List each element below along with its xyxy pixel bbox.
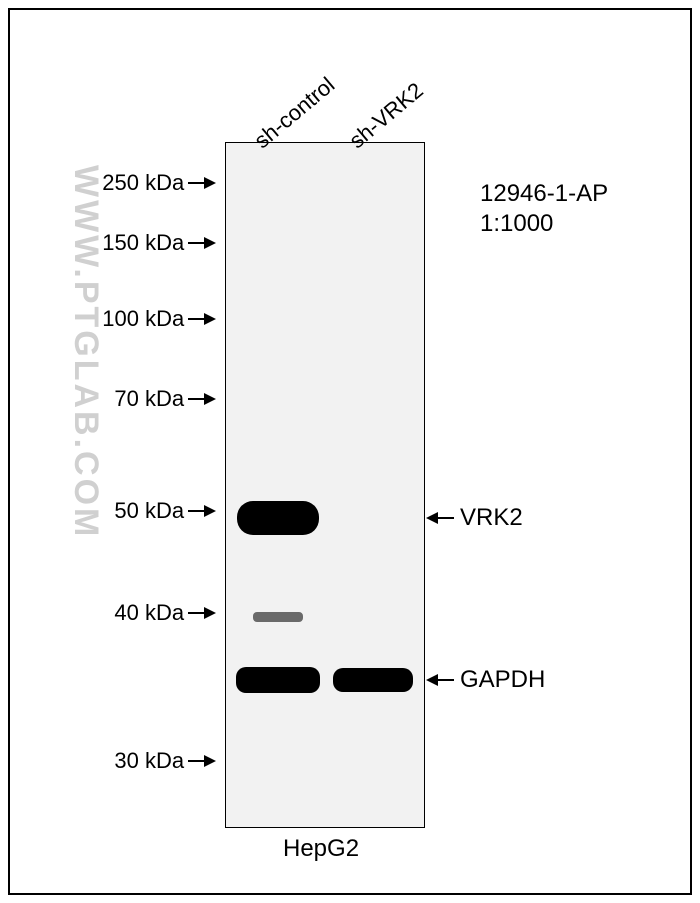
marker-label: 50 kDa <box>114 498 188 524</box>
marker-row: 150 kDa <box>102 230 214 256</box>
arrow-right-icon <box>188 760 214 762</box>
arrow-left-icon <box>428 679 454 681</box>
marker-label: 250 kDa <box>102 170 188 196</box>
marker-row: 70 kDa <box>114 386 214 412</box>
membrane <box>225 142 425 828</box>
band-label-text: GAPDH <box>454 666 545 694</box>
band-label: GAPDH <box>428 666 545 694</box>
band-label-text: VRK2 <box>454 504 523 532</box>
arrow-right-icon <box>188 510 214 512</box>
marker-label: 100 kDa <box>102 306 188 332</box>
marker-label: 70 kDa <box>114 386 188 412</box>
blot-region <box>225 142 425 828</box>
marker-row: 40 kDa <box>114 600 214 626</box>
marker-row: 250 kDa <box>102 170 214 196</box>
marker-label: 30 kDa <box>114 748 188 774</box>
marker-row: 30 kDa <box>114 748 214 774</box>
band-GAPDH <box>333 668 413 692</box>
band-minor <box>253 612 303 622</box>
watermark: WWW.PTGLAB.COM <box>66 165 105 539</box>
outer-frame: WWW.PTGLAB.COM HepG2 12946-1-AP 1:1000 s… <box>8 8 692 895</box>
arrow-right-icon <box>188 318 214 320</box>
antibody-dilution: 1:1000 <box>480 210 553 238</box>
marker-row: 50 kDa <box>114 498 214 524</box>
cell-line-label: HepG2 <box>283 835 359 863</box>
arrow-right-icon <box>188 242 214 244</box>
arrow-right-icon <box>188 612 214 614</box>
marker-label: 40 kDa <box>114 600 188 626</box>
band-label: VRK2 <box>428 504 523 532</box>
arrow-right-icon <box>188 398 214 400</box>
band-VRK2 <box>237 501 319 535</box>
arrow-right-icon <box>188 182 214 184</box>
band-GAPDH <box>236 667 320 693</box>
antibody-catalog: 12946-1-AP <box>480 180 608 208</box>
marker-label: 150 kDa <box>102 230 188 256</box>
arrow-left-icon <box>428 517 454 519</box>
marker-row: 100 kDa <box>102 306 214 332</box>
